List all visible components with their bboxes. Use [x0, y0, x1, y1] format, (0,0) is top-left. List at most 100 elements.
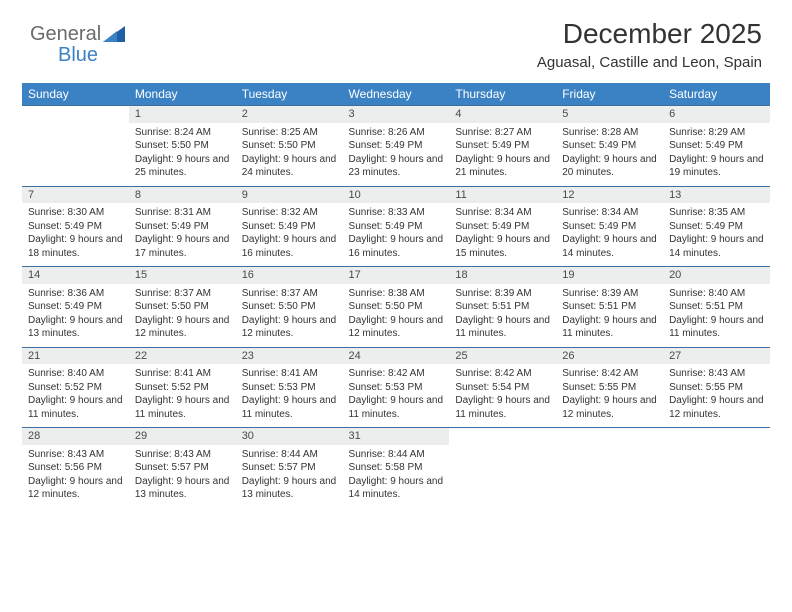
sunrise-line: Sunrise: 8:37 AM — [135, 287, 230, 301]
sunrise-line: Sunrise: 8:42 AM — [562, 367, 657, 381]
day-number: 28 — [22, 428, 129, 445]
day-detail: Sunrise: 8:33 AMSunset: 5:49 PMDaylight:… — [343, 203, 450, 267]
daylight-line: Daylight: 9 hours and 23 minutes. — [349, 153, 444, 180]
sunset-line: Sunset: 5:58 PM — [349, 461, 444, 475]
day-number: 21 — [22, 347, 129, 364]
day-detail: Sunrise: 8:41 AMSunset: 5:52 PMDaylight:… — [129, 364, 236, 428]
empty-day-number — [449, 428, 556, 445]
day-detail-row: Sunrise: 8:43 AMSunset: 5:56 PMDaylight:… — [22, 445, 770, 508]
weekday-header: Saturday — [663, 83, 770, 106]
empty-day-detail — [663, 445, 770, 508]
day-detail: Sunrise: 8:41 AMSunset: 5:53 PMDaylight:… — [236, 364, 343, 428]
sunrise-line: Sunrise: 8:26 AM — [349, 126, 444, 140]
daylight-line: Daylight: 9 hours and 14 minutes. — [349, 475, 444, 502]
daylight-line: Daylight: 9 hours and 21 minutes. — [455, 153, 550, 180]
day-number-row: 14151617181920 — [22, 267, 770, 284]
logo-text-general: General — [30, 23, 101, 46]
daylight-line: Daylight: 9 hours and 14 minutes. — [669, 233, 764, 260]
day-detail: Sunrise: 8:35 AMSunset: 5:49 PMDaylight:… — [663, 203, 770, 267]
day-number: 17 — [343, 267, 450, 284]
weekday-header-row: SundayMondayTuesdayWednesdayThursdayFrid… — [22, 83, 770, 106]
day-number: 4 — [449, 106, 556, 123]
day-detail: Sunrise: 8:39 AMSunset: 5:51 PMDaylight:… — [556, 284, 663, 348]
daylight-line: Daylight: 9 hours and 11 minutes. — [562, 314, 657, 341]
day-detail: Sunrise: 8:31 AMSunset: 5:49 PMDaylight:… — [129, 203, 236, 267]
empty-day-detail — [556, 445, 663, 508]
sunset-line: Sunset: 5:49 PM — [669, 220, 764, 234]
day-detail: Sunrise: 8:40 AMSunset: 5:51 PMDaylight:… — [663, 284, 770, 348]
sunset-line: Sunset: 5:49 PM — [455, 220, 550, 234]
day-number: 25 — [449, 347, 556, 364]
sunset-line: Sunset: 5:49 PM — [349, 220, 444, 234]
daylight-line: Daylight: 9 hours and 12 minutes. — [242, 314, 337, 341]
sunrise-line: Sunrise: 8:32 AM — [242, 206, 337, 220]
logo-text-blue: Blue — [58, 44, 98, 67]
day-detail: Sunrise: 8:28 AMSunset: 5:49 PMDaylight:… — [556, 123, 663, 187]
day-number: 2 — [236, 106, 343, 123]
day-detail: Sunrise: 8:25 AMSunset: 5:50 PMDaylight:… — [236, 123, 343, 187]
day-number: 1 — [129, 106, 236, 123]
day-detail-row: Sunrise: 8:40 AM Sunset: 5:52 PM Daylight:… — [22, 364, 770, 428]
day-detail: Sunrise: 8:32 AMSunset: 5:49 PMDaylight:… — [236, 203, 343, 267]
day-detail: Sunrise: 8:34 AMSunset: 5:49 PMDaylight:… — [556, 203, 663, 267]
day-number: 24 — [343, 347, 450, 364]
day-detail: Sunrise: 8:30 AMSunset: 5:49 PMDaylight:… — [22, 203, 129, 267]
sunset-line: Sunset: 5:49 PM — [349, 139, 444, 153]
sunset-line: Sunset: 5:57 PM — [135, 461, 230, 475]
daylight-line: Daylight: 9 hours and 19 minutes. — [669, 153, 764, 180]
sunset-line: Sunset: 5:49 PM — [669, 139, 764, 153]
sunset-line: Sunset: 5:50 PM — [135, 139, 230, 153]
daylight-line: Daylight: 9 hours and 13 minutes. — [135, 475, 230, 502]
sunset-line: Sunset: 5:50 PM — [242, 300, 337, 314]
sunrise-line: Sunrise: 8:40 AM — [28, 367, 123, 381]
empty-day-number — [556, 428, 663, 445]
day-number: 10 — [343, 186, 450, 203]
daylight-line: Daylight: 9 hours and 11 minutes. — [455, 394, 550, 421]
weekday-header: Thursday — [449, 83, 556, 106]
daylight-line: Daylight: 9 hours and 18 minutes. — [28, 233, 123, 260]
day-number: 16 — [236, 267, 343, 284]
day-number: 13 — [663, 186, 770, 203]
day-number-row: 21222324252627 — [22, 347, 770, 364]
sunset-line: Sunset: 5:49 PM — [562, 139, 657, 153]
sunrise-line: Sunrise: 8:25 AM — [242, 126, 337, 140]
day-number-row: 123456 — [22, 106, 770, 123]
sunset-line: Sunset: 5:53 PM — [242, 381, 337, 395]
day-number: 29 — [129, 428, 236, 445]
day-number: 14 — [22, 267, 129, 284]
sunrise-line: Sunrise: 8:42 AM — [349, 367, 444, 381]
sunrise-line: Sunrise: 8:40 AM — [669, 287, 764, 301]
sunrise-line: Sunrise: 8:28 AM — [562, 126, 657, 140]
weekday-header: Friday — [556, 83, 663, 106]
sunrise-line: Sunrise: 8:43 AM — [135, 448, 230, 462]
day-detail: Sunrise: 8:29 AMSunset: 5:49 PMDaylight:… — [663, 123, 770, 187]
weekday-header: Sunday — [22, 83, 129, 106]
sunset-line: Sunset: 5:51 PM — [669, 300, 764, 314]
sunset-line: Sunset: 5:50 PM — [135, 300, 230, 314]
day-detail: Sunrise: 8:43 AMSunset: 5:55 PMDaylight:… — [663, 364, 770, 428]
sunset-line: Sunset: 5:50 PM — [242, 139, 337, 153]
day-number: 27 — [663, 347, 770, 364]
sunset-line: Sunset: 5:50 PM — [349, 300, 444, 314]
header: GeneralBlue December 2025 Aguasal, Casti… — [0, 0, 792, 75]
sunset-line: Sunset: 5:51 PM — [455, 300, 550, 314]
location-subtitle: Aguasal, Castille and Leon, Spain — [537, 54, 762, 71]
daylight-line: Daylight: 9 hours and 25 minutes. — [135, 153, 230, 180]
daylight-line: Daylight: 9 hours and 11 minutes. — [242, 394, 337, 421]
empty-day-number — [663, 428, 770, 445]
daylight-line: Daylight: 9 hours and 12 minutes. — [669, 394, 764, 421]
calendar-table: SundayMondayTuesdayWednesdayThursdayFrid… — [22, 83, 770, 508]
sunrise-line: Sunrise: 8:24 AM — [135, 126, 230, 140]
sunset-line: Sunset: 5:52 PM — [135, 381, 230, 395]
sunset-line: Sunset: 5:55 PM — [669, 381, 764, 395]
day-number: 15 — [129, 267, 236, 284]
day-detail: Sunrise: 8:27 AMSunset: 5:49 PMDaylight:… — [449, 123, 556, 187]
day-detail: Sunrise: 8:44 AMSunset: 5:57 PMDaylight:… — [236, 445, 343, 508]
day-number: 3 — [343, 106, 450, 123]
day-number: 12 — [556, 186, 663, 203]
sunrise-line: Sunrise: 8:30 AM — [28, 206, 123, 220]
daylight-line: Daylight: 9 hours and 12 minutes. — [135, 314, 230, 341]
daylight-line: Daylight: 9 hours and 24 minutes. — [242, 153, 337, 180]
empty-day-detail — [449, 445, 556, 508]
daylight-line: Daylight: 9 hours and 17 minutes. — [135, 233, 230, 260]
